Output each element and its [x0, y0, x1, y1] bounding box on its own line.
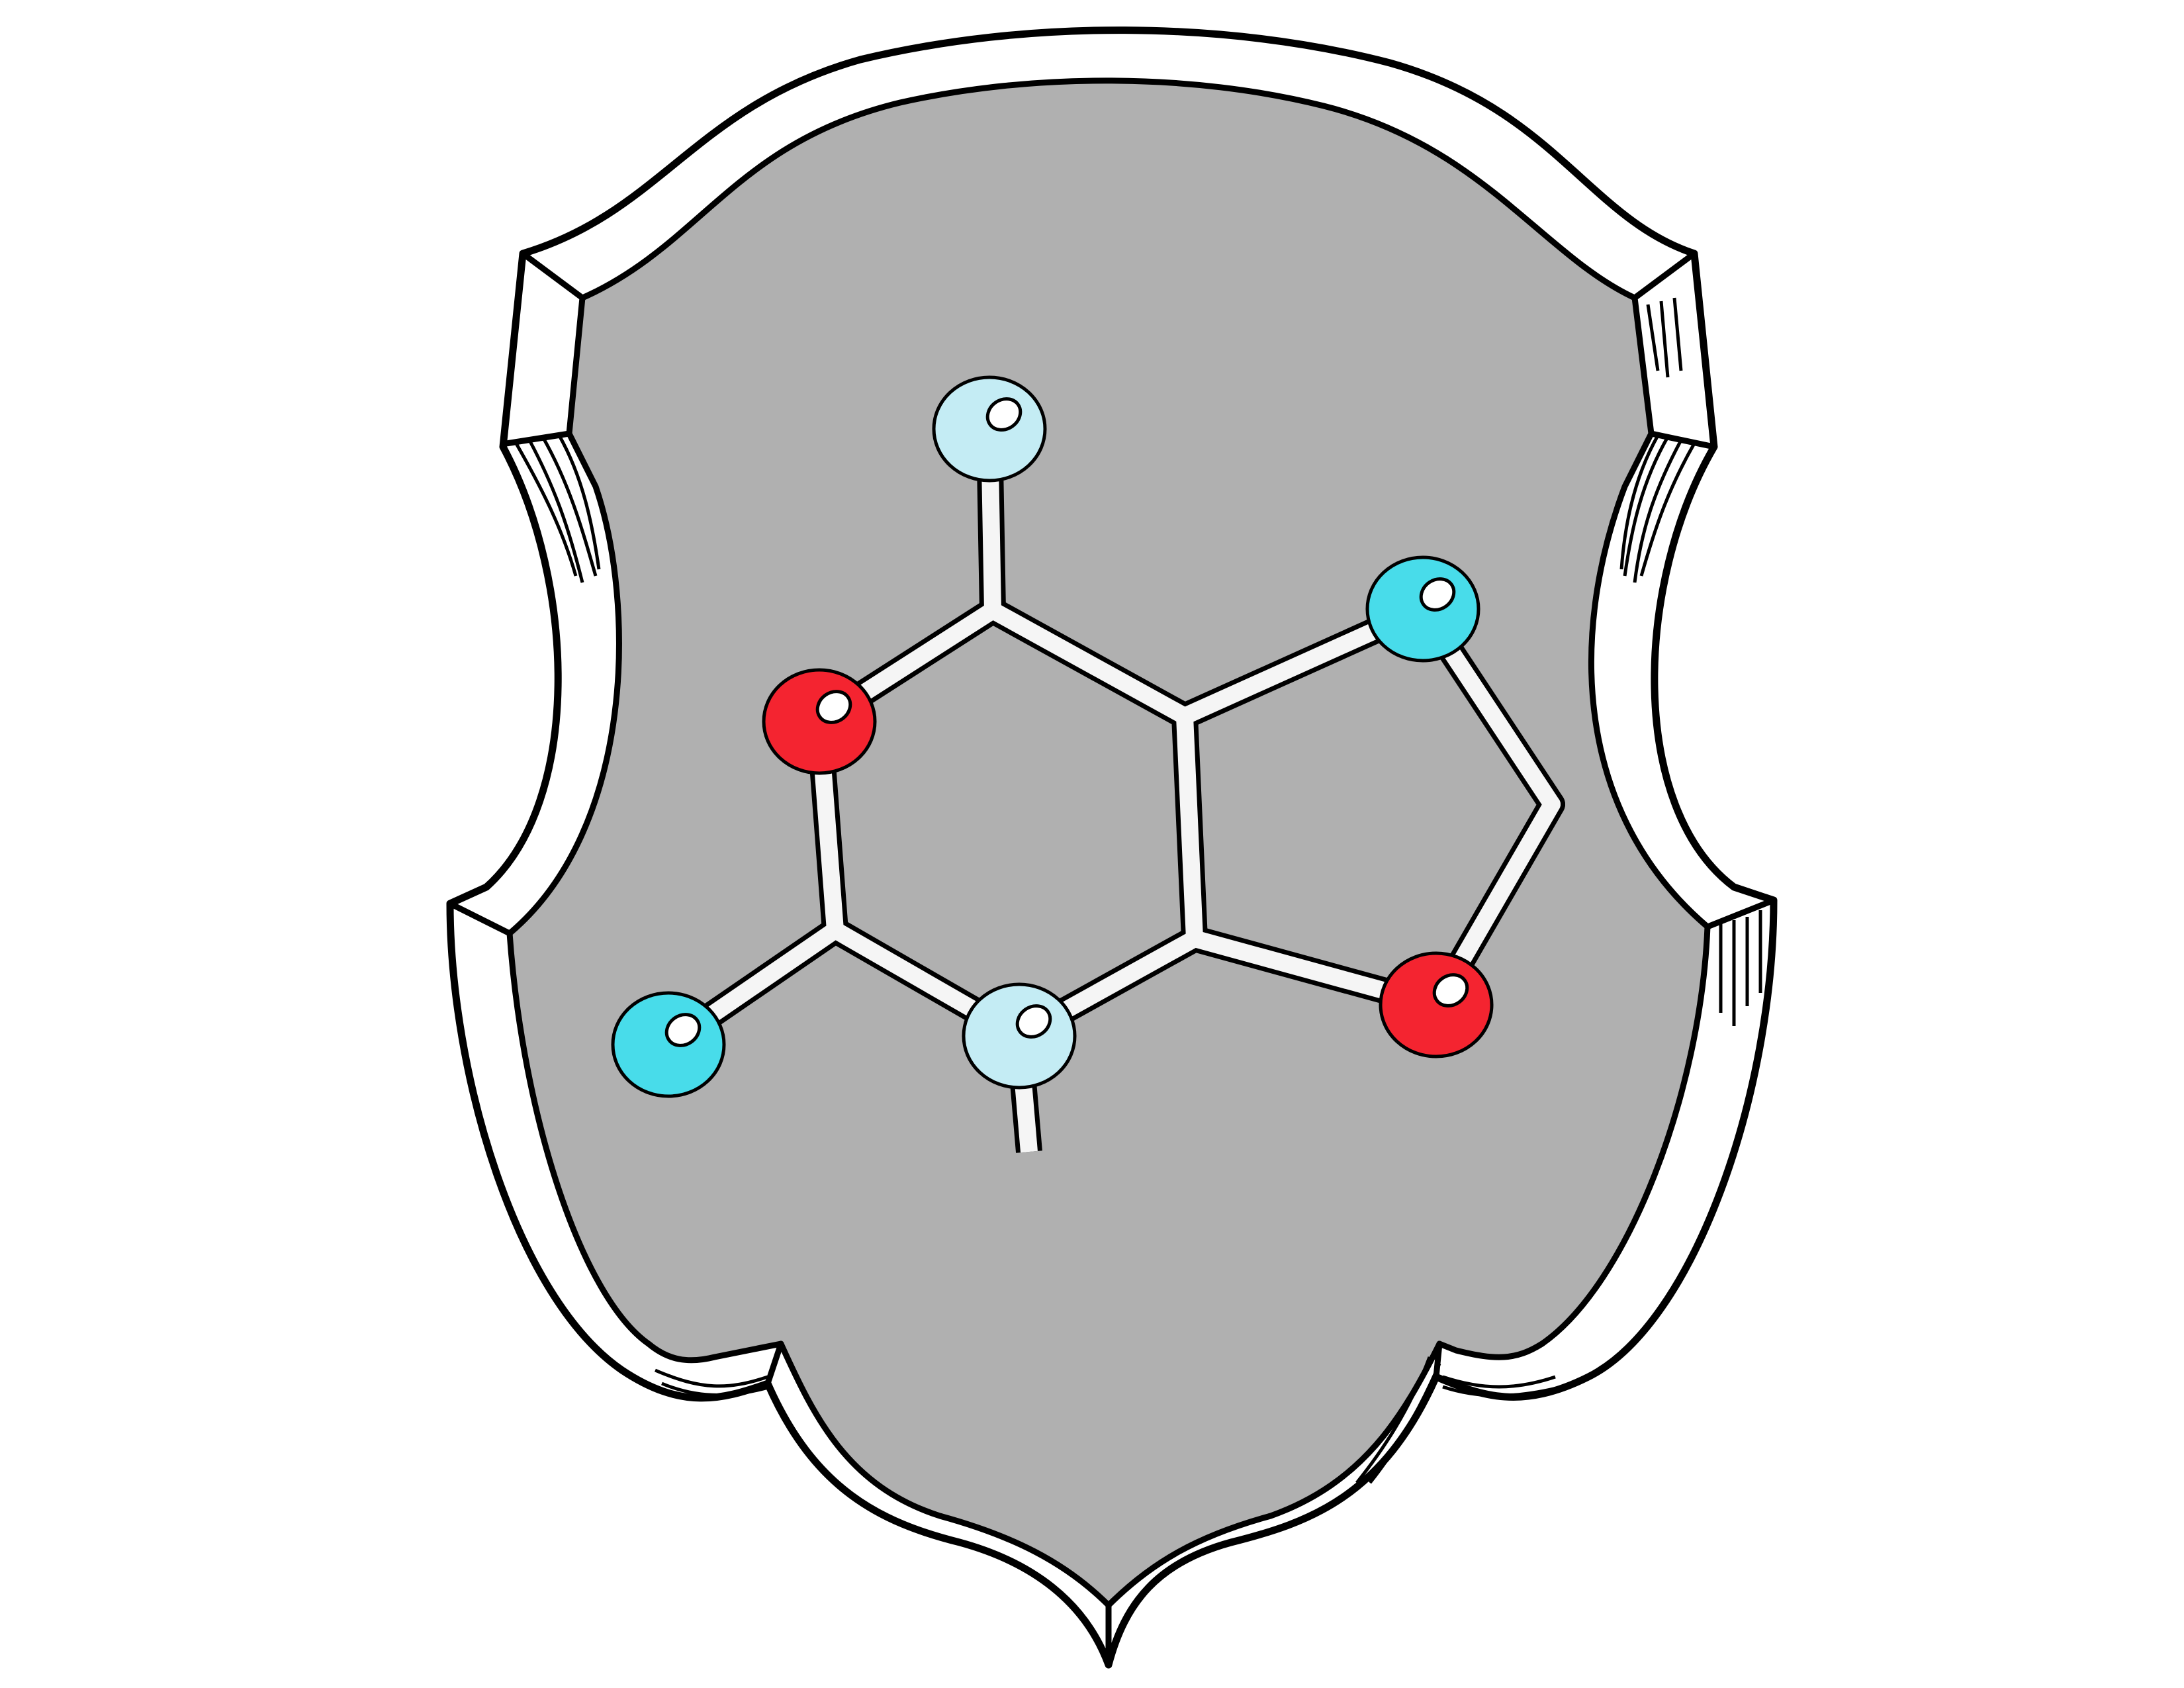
atom-sphere	[962, 982, 1077, 1090]
atom-highlight	[1015, 1004, 1052, 1039]
atom-sphere	[1379, 951, 1494, 1058]
lower-right-atom	[1379, 951, 1494, 1058]
bond	[984, 602, 1193, 725]
atom-highlight	[1432, 973, 1469, 1008]
ring-left-atom	[762, 668, 877, 775]
atom-highlight	[664, 1013, 702, 1047]
shield-hatching	[514, 297, 1762, 1484]
molecule-atoms	[611, 375, 1494, 1098]
bond	[1176, 708, 1203, 947]
far-left-atom	[611, 991, 726, 1098]
atom-highlight	[815, 690, 852, 724]
atom-highlight	[1419, 577, 1456, 612]
upper-right-atom	[1365, 555, 1480, 663]
shield-bevel-lines	[447, 250, 1777, 1668]
ring-bottom-atom	[962, 982, 1077, 1090]
atom-sphere	[762, 668, 877, 775]
atom-sphere	[1365, 555, 1480, 663]
atom-sphere	[611, 991, 726, 1098]
top-atom	[932, 375, 1047, 483]
atom-highlight	[985, 397, 1023, 432]
atom-sphere	[932, 375, 1047, 483]
